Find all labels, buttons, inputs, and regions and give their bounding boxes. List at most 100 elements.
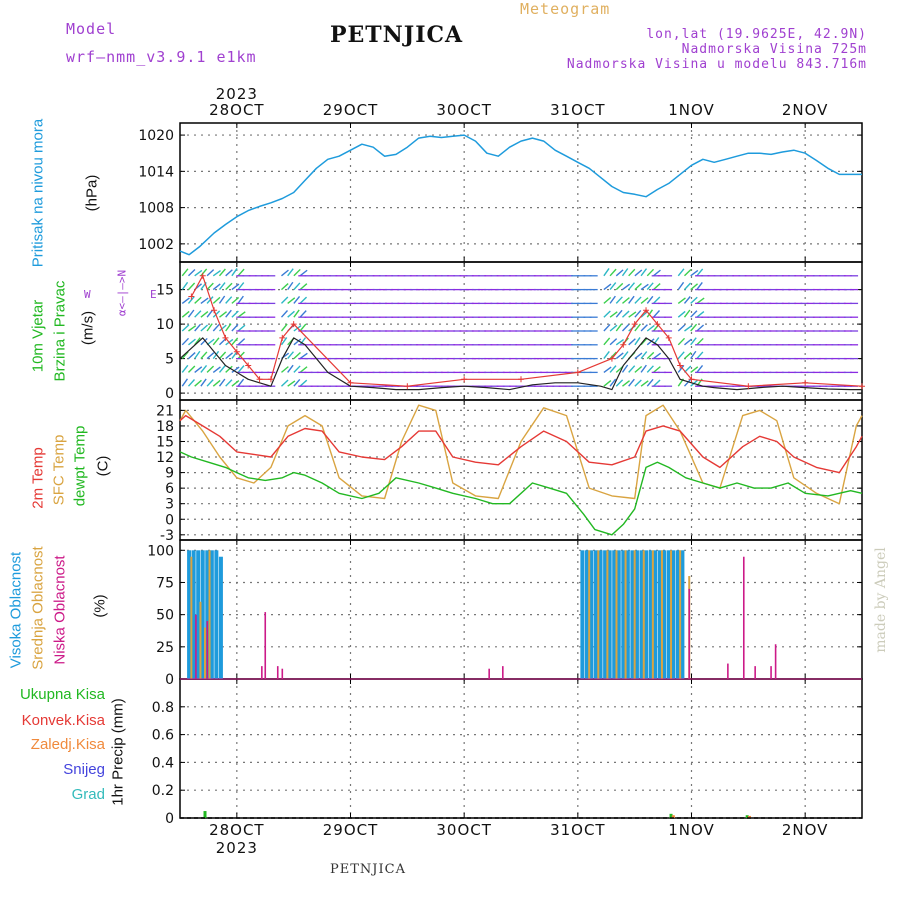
cloud-bar bbox=[624, 550, 627, 679]
dewpoint-line bbox=[179, 451, 863, 536]
cloud-bar bbox=[615, 550, 618, 679]
wind-gust-marker bbox=[188, 293, 195, 300]
precip-bar bbox=[669, 813, 673, 818]
cloud-bar bbox=[616, 550, 621, 679]
wind-direction-arrows bbox=[181, 268, 859, 387]
cloud-bar bbox=[606, 550, 609, 679]
cloud-bar bbox=[196, 550, 201, 679]
wind-gust-marker bbox=[688, 376, 695, 383]
precip-bar bbox=[745, 815, 749, 818]
page-title: PETNJICA bbox=[330, 22, 464, 48]
y-tick-label: -3 bbox=[160, 528, 174, 544]
legend-total-rain: Ukupna Kisa bbox=[19, 686, 105, 703]
meteogram-label: Meteogram bbox=[520, 0, 611, 18]
cloud-bar bbox=[502, 666, 504, 679]
wind-gust-marker bbox=[256, 376, 263, 383]
footer-station: PETNJICA bbox=[330, 862, 406, 877]
date-label-bottom: 30OCT bbox=[436, 821, 492, 839]
date-label-top: 28OCT bbox=[209, 101, 265, 119]
y-tick-label: 15 bbox=[156, 434, 174, 450]
cloud-bar bbox=[660, 550, 663, 679]
cloud-bar bbox=[666, 550, 671, 679]
wind-gust-marker bbox=[574, 369, 581, 376]
cloud-bar bbox=[218, 556, 223, 679]
wind-gust-marker bbox=[245, 362, 252, 369]
cloud-bar bbox=[612, 550, 617, 679]
wind-gust-marker bbox=[347, 379, 354, 386]
wind-gust-marker bbox=[859, 383, 865, 390]
date-label-bottom: 1NOV bbox=[668, 821, 715, 839]
cloud-bar bbox=[653, 550, 658, 679]
date-label-bottom: 2NOV bbox=[782, 821, 829, 839]
wind-gust-marker bbox=[518, 376, 524, 383]
cloud-bar bbox=[630, 550, 635, 679]
wind-gust-marker bbox=[654, 321, 661, 328]
date-label-top: 2NOV bbox=[782, 101, 829, 119]
cloud-bar bbox=[589, 550, 594, 679]
wind-gust-marker bbox=[608, 355, 615, 362]
wind-gust-marker bbox=[267, 376, 274, 383]
wind-speed-line bbox=[179, 337, 862, 391]
cloud-bar bbox=[770, 666, 772, 679]
wind-gust-marker bbox=[290, 321, 297, 328]
temp-2m-line bbox=[179, 414, 863, 474]
y-tick-label: 0.4 bbox=[152, 755, 174, 771]
cloud-bar bbox=[607, 550, 612, 679]
cloud-bar bbox=[281, 668, 284, 679]
date-label-bottom: 28OCT bbox=[209, 821, 265, 839]
cloud-bar bbox=[597, 550, 600, 679]
y-tick-label: 75 bbox=[156, 575, 174, 591]
cloud-bar bbox=[670, 550, 673, 679]
cloud-bar bbox=[594, 550, 599, 679]
wind-gust-marker bbox=[404, 383, 411, 390]
y-tick-label: 0.8 bbox=[152, 700, 174, 716]
wind-gust-marker bbox=[665, 334, 672, 341]
legend-snow: Snijeg bbox=[63, 761, 105, 778]
cloud-bar bbox=[199, 601, 202, 679]
legend-convective-rain: Konvek.Kisa bbox=[21, 712, 105, 729]
wind-gust-marker bbox=[233, 348, 240, 355]
cloud-bar bbox=[644, 550, 649, 679]
panel-frame bbox=[179, 539, 863, 680]
cloud-bar bbox=[621, 550, 626, 679]
y-tick-label: 6 bbox=[165, 481, 174, 497]
cloud-bar bbox=[742, 556, 745, 679]
y-tick-label: 9 bbox=[165, 466, 174, 482]
cloud-bar bbox=[204, 627, 207, 679]
wind-gust-marker bbox=[677, 362, 684, 369]
cloud-bar bbox=[688, 588, 691, 679]
y-tick-label: 3 bbox=[165, 497, 174, 513]
cloud-bar bbox=[639, 550, 644, 679]
cloud-bar bbox=[754, 666, 756, 679]
y-tick-label: 1020 bbox=[138, 128, 174, 144]
wind-gust-marker bbox=[620, 341, 627, 348]
y-tick-label: 5 bbox=[165, 352, 174, 368]
cloud-bar bbox=[488, 668, 490, 679]
cloud-bar bbox=[584, 550, 589, 679]
cloud-bar bbox=[264, 612, 267, 679]
cloud-bar bbox=[675, 550, 680, 679]
cloud-bar bbox=[642, 550, 645, 679]
cloud-bar bbox=[598, 550, 603, 679]
y-tick-label: 15 bbox=[156, 283, 174, 299]
wind-gust-marker bbox=[631, 321, 638, 328]
cloud-bar bbox=[633, 550, 636, 679]
date-label-top: 1NOV bbox=[668, 101, 715, 119]
y-tick-label: 21 bbox=[156, 403, 174, 419]
cloud-bar bbox=[200, 550, 205, 679]
cloud-bar bbox=[195, 614, 197, 679]
wind-compass-e: E bbox=[150, 288, 157, 301]
cloud-bar bbox=[662, 550, 667, 679]
y-tick-label: 10 bbox=[156, 317, 174, 333]
y-tick-label: 0.6 bbox=[152, 728, 174, 744]
panel-frame bbox=[179, 678, 863, 819]
year-label-top: 2023 bbox=[216, 85, 258, 103]
y-tick-label: 50 bbox=[156, 608, 174, 624]
wind-gust-marker bbox=[279, 334, 286, 341]
cloud-bar bbox=[648, 550, 653, 679]
cloud-bar bbox=[209, 550, 214, 679]
wind-gust-marker bbox=[211, 307, 218, 314]
date-label-top: 29OCT bbox=[323, 101, 379, 119]
date-label-bottom: 31OCT bbox=[550, 821, 606, 839]
